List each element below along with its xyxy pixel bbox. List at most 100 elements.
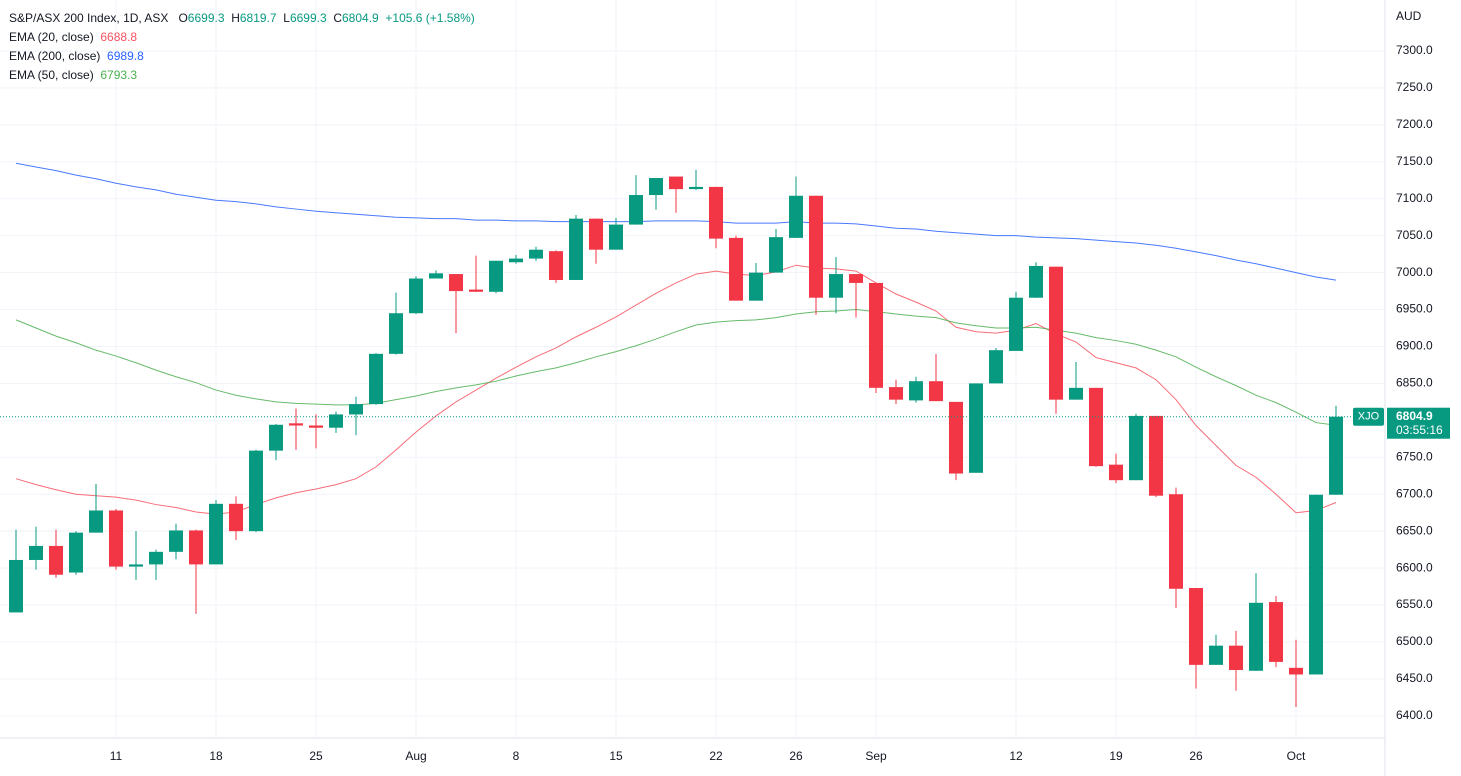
candle-body bbox=[889, 387, 903, 400]
candle-body bbox=[389, 313, 403, 354]
legend-name: EMA (200, close) bbox=[9, 49, 101, 63]
title: S&P/ASX 200 Index, 1D, ASX bbox=[9, 11, 169, 25]
candle-body bbox=[829, 274, 843, 298]
candle-body bbox=[789, 195, 803, 238]
legend-item: EMA (50, close) 6793.3 bbox=[9, 66, 475, 85]
header-row: S&P/ASX 200 Index, 1D, ASX O6699.3 H6819… bbox=[9, 9, 475, 28]
price-tag-label: 6804.9 bbox=[1396, 409, 1433, 423]
candle-body bbox=[529, 249, 543, 259]
symbol-tag bbox=[1353, 407, 1384, 426]
ohlc-value: 6699.3 bbox=[289, 11, 327, 25]
candle-body bbox=[1049, 266, 1063, 400]
legend-value: 6989.8 bbox=[107, 49, 144, 63]
candle-body bbox=[489, 260, 503, 292]
y-tick-label: 7200.0 bbox=[1396, 117, 1433, 131]
candle-body bbox=[929, 381, 943, 402]
candle-body bbox=[549, 251, 563, 280]
x-tick-label: 26 bbox=[1189, 749, 1203, 763]
candle-body bbox=[1069, 387, 1083, 400]
candle-body bbox=[729, 237, 743, 301]
candle-body bbox=[409, 278, 423, 314]
candle-body bbox=[469, 289, 483, 292]
legend-value: 6793.3 bbox=[100, 68, 138, 82]
candle-body bbox=[669, 176, 683, 190]
candle-body bbox=[1029, 265, 1043, 298]
x-tick-label: Aug bbox=[405, 749, 426, 763]
candle-body bbox=[369, 353, 383, 405]
ohlc-value: 6804.9 bbox=[342, 11, 379, 25]
x-tick-label: Sep bbox=[865, 749, 887, 763]
y-tick-label: 6450.0 bbox=[1396, 671, 1433, 685]
candle-body bbox=[229, 503, 243, 532]
candle-body bbox=[29, 545, 43, 560]
candle-body bbox=[809, 195, 823, 298]
candle-body bbox=[709, 186, 723, 239]
y-tick-label: 7250.0 bbox=[1396, 80, 1433, 94]
y-tick-label: 7100.0 bbox=[1396, 191, 1433, 205]
y-tick-label: 7000.0 bbox=[1396, 265, 1433, 279]
candle-body bbox=[1249, 602, 1263, 671]
ohlc-value: 6699.3 bbox=[187, 11, 225, 25]
candle-body bbox=[1189, 588, 1203, 665]
legend-item: EMA (200, close) 6989.8 bbox=[9, 47, 475, 66]
candle-body bbox=[749, 272, 763, 301]
candle-body bbox=[129, 564, 143, 567]
candle-body bbox=[289, 423, 303, 426]
ohlc-label: O bbox=[178, 11, 188, 25]
y-tick-label: 6500.0 bbox=[1396, 634, 1433, 648]
ohlc-label: C bbox=[333, 11, 342, 25]
candle-body bbox=[509, 258, 523, 263]
candle-body bbox=[89, 510, 103, 533]
candle-body bbox=[1209, 645, 1223, 665]
candle-body bbox=[1269, 602, 1283, 662]
y-tick-label: 7300.0 bbox=[1396, 43, 1433, 57]
candle-body bbox=[1009, 297, 1023, 351]
candle-body bbox=[629, 195, 643, 225]
x-tick-label: 22 bbox=[709, 749, 723, 763]
price-tag bbox=[1387, 407, 1450, 439]
ohlc-value: 6819.7 bbox=[239, 11, 277, 25]
y-tick-label: 6600.0 bbox=[1396, 560, 1433, 574]
candle-body bbox=[9, 559, 23, 613]
ema-line bbox=[15, 309, 1337, 426]
candle-body bbox=[349, 404, 363, 415]
legend: S&P/ASX 200 Index, 1D, ASX O6699.3 H6819… bbox=[9, 9, 475, 85]
candle-body bbox=[1169, 494, 1183, 589]
candle-body bbox=[649, 178, 663, 196]
legend-value: 6688.8 bbox=[100, 30, 138, 44]
candle-body bbox=[429, 273, 443, 279]
candle-body bbox=[1089, 387, 1103, 467]
y-tick-label: 6400.0 bbox=[1396, 708, 1433, 722]
candle-body bbox=[989, 350, 1003, 384]
x-tick-label: 25 bbox=[309, 749, 323, 763]
candle-body bbox=[769, 237, 783, 273]
candle-body bbox=[109, 510, 123, 567]
currency-label: AUD bbox=[1396, 9, 1422, 23]
candle-body bbox=[69, 532, 83, 573]
y-tick-label: 6650.0 bbox=[1396, 523, 1433, 537]
candle-body bbox=[609, 224, 623, 250]
candle-body bbox=[189, 530, 203, 565]
candle-body bbox=[1329, 416, 1343, 495]
candle-body bbox=[149, 551, 163, 565]
x-tick-label: Oct bbox=[1287, 749, 1306, 763]
candle-body bbox=[449, 274, 463, 292]
countdown-label: 03:55:16 bbox=[1396, 423, 1443, 437]
candle-body bbox=[169, 530, 183, 552]
candle-body bbox=[1229, 645, 1243, 671]
candle-body bbox=[49, 545, 63, 575]
legend-item: EMA (20, close) 6688.8 bbox=[9, 28, 475, 47]
candle-body bbox=[1289, 667, 1303, 675]
candle-body bbox=[1109, 464, 1123, 481]
ohlc-label: H bbox=[231, 11, 240, 25]
x-tick-label: 19 bbox=[1109, 749, 1123, 763]
candle-body bbox=[249, 450, 263, 532]
y-tick-label: 6700.0 bbox=[1396, 486, 1433, 500]
x-tick-label: 12 bbox=[1009, 749, 1023, 763]
legend-name: EMA (20, close) bbox=[9, 30, 94, 44]
change: +105.6 (+1.58%) bbox=[385, 11, 475, 25]
candle-body bbox=[569, 218, 583, 280]
candle-body bbox=[309, 425, 323, 428]
